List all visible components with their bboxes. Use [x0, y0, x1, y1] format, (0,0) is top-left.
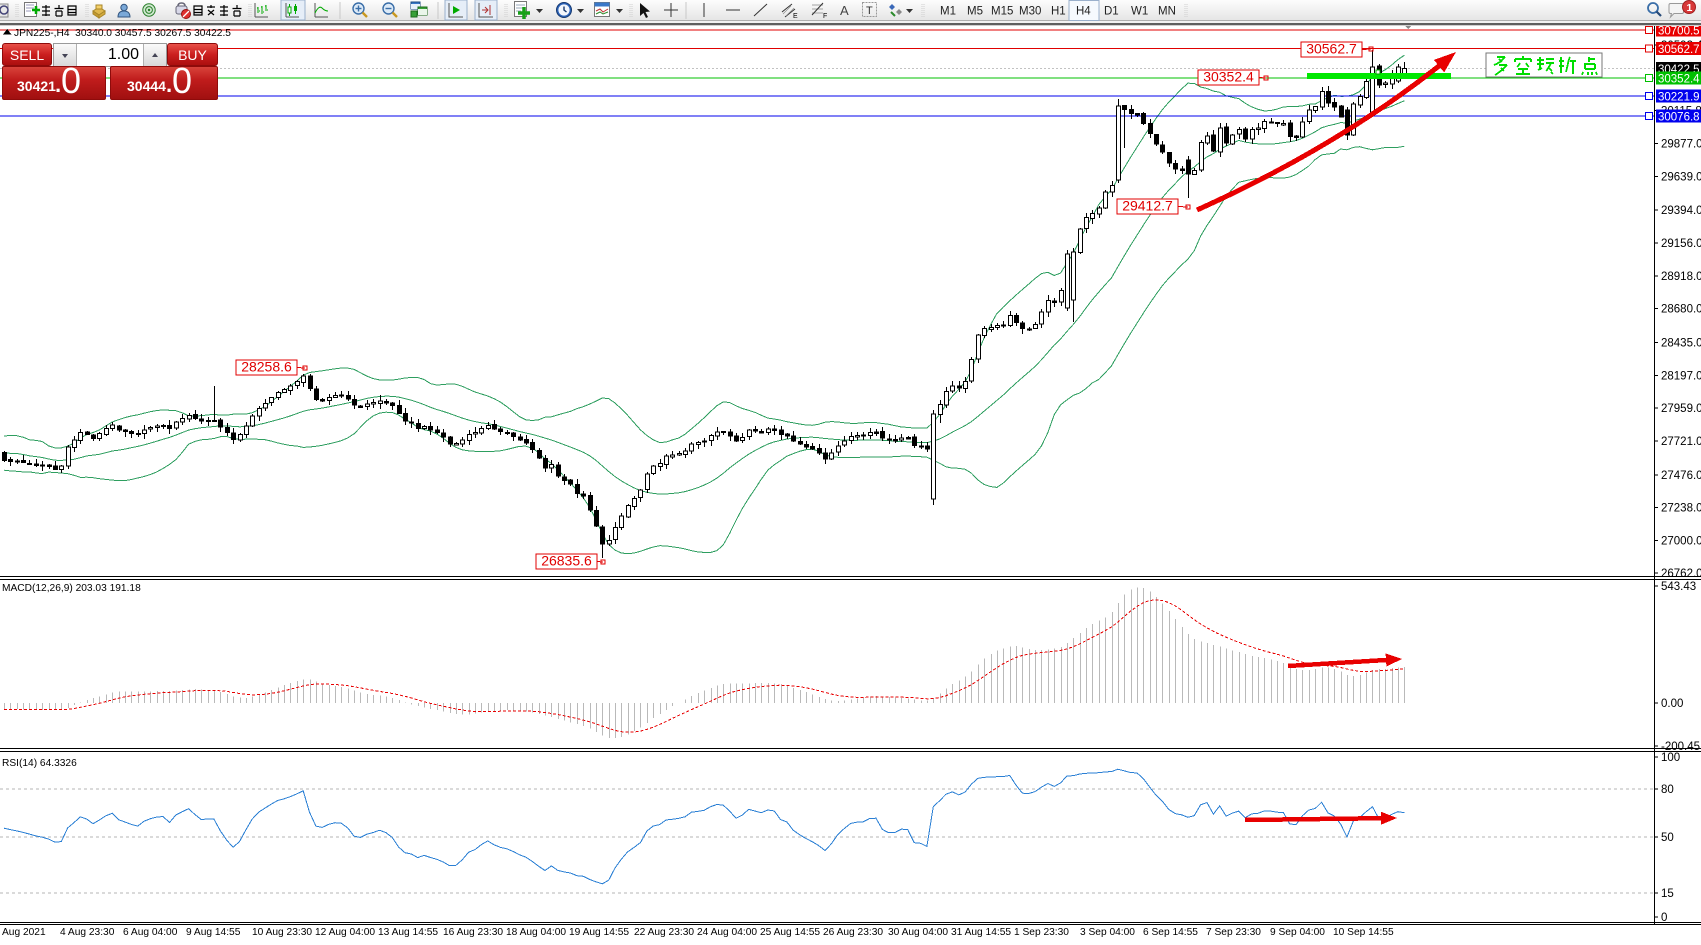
svg-text:F: F [823, 13, 827, 20]
svg-text:28918.0: 28918.0 [1661, 271, 1701, 283]
svg-text:27959.0: 27959.0 [1661, 403, 1701, 415]
svg-text:30352.4: 30352.4 [1658, 74, 1700, 86]
svg-text:50: 50 [1661, 832, 1674, 844]
svg-text:19 Aug 14:55: 19 Aug 14:55 [569, 927, 629, 938]
svg-text:30562.7: 30562.7 [1658, 44, 1700, 56]
svg-text:E: E [793, 13, 798, 20]
svg-text:RSI(14) 64.3326: RSI(14) 64.3326 [2, 758, 77, 769]
svg-text:28258.6: 28258.6 [241, 359, 292, 375]
svg-text:12 Aug 04:00: 12 Aug 04:00 [315, 927, 375, 938]
svg-text:28435.0: 28435.0 [1661, 338, 1701, 350]
svg-text:M30: M30 [1019, 6, 1041, 18]
svg-text:D1: D1 [1104, 6, 1119, 18]
svg-text:T: T [866, 5, 873, 17]
svg-text:543.43: 543.43 [1661, 581, 1696, 593]
svg-text:27238.0: 27238.0 [1661, 503, 1701, 515]
svg-text:0: 0 [1661, 912, 1667, 924]
svg-text:M15: M15 [991, 6, 1013, 18]
svg-text:H1: H1 [1051, 6, 1066, 18]
svg-text:1: 1 [1687, 2, 1693, 14]
svg-text:29412.7: 29412.7 [1122, 198, 1173, 214]
svg-text:26 Aug 23:30: 26 Aug 23:30 [823, 927, 883, 938]
svg-text:22 Aug 23:30: 22 Aug 23:30 [634, 927, 694, 938]
svg-text:M5: M5 [967, 6, 983, 18]
svg-text:10 Aug 23:30: 10 Aug 23:30 [252, 927, 312, 938]
svg-text:30352.4: 30352.4 [1203, 69, 1254, 85]
svg-text:29639.0: 29639.0 [1661, 171, 1701, 183]
svg-text:27000.0: 27000.0 [1661, 535, 1701, 547]
svg-text:JPN225-,H4 30340.0 30457.5 30: JPN225-,H4 30340.0 30457.5 30267.5 30422… [14, 28, 231, 39]
svg-text:26835.6: 26835.6 [541, 553, 592, 569]
svg-text:9 Aug 14:55: 9 Aug 14:55 [186, 927, 241, 938]
svg-text:6 Sep 14:55: 6 Sep 14:55 [1143, 927, 1198, 938]
svg-text:3 Sep 04:00: 3 Sep 04:00 [1080, 927, 1135, 938]
svg-text:27476.0: 27476.0 [1661, 470, 1701, 482]
svg-text:1 Sep 23:30: 1 Sep 23:30 [1014, 927, 1069, 938]
svg-text:MACD(12,26,9) 203.03 191.18: MACD(12,26,9) 203.03 191.18 [2, 583, 141, 594]
svg-text:W1: W1 [1131, 6, 1148, 18]
svg-text:16 Aug 23:30: 16 Aug 23:30 [443, 927, 503, 938]
svg-text:31 Aug 14:55: 31 Aug 14:55 [951, 927, 1011, 938]
svg-text:30562.7: 30562.7 [1306, 41, 1357, 57]
svg-text:H4: H4 [1076, 6, 1091, 18]
svg-text:4 Aug 23:30: 4 Aug 23:30 [60, 927, 115, 938]
svg-text:27721.0: 27721.0 [1661, 436, 1701, 448]
svg-text:100: 100 [1661, 752, 1680, 764]
svg-text:Aug 2021: Aug 2021 [2, 927, 46, 938]
svg-text:30076.8: 30076.8 [1658, 112, 1700, 124]
svg-text:30 Aug 04:00: 30 Aug 04:00 [888, 927, 948, 938]
svg-text:M1: M1 [940, 6, 956, 18]
svg-text:MN: MN [1158, 6, 1176, 18]
svg-text:0.00: 0.00 [1661, 698, 1683, 710]
svg-text:30221.9: 30221.9 [1658, 92, 1700, 104]
svg-text:29394.0: 29394.0 [1661, 205, 1701, 217]
svg-text:29156.0: 29156.0 [1661, 238, 1701, 250]
svg-text:26762.0: 26762.0 [1661, 568, 1701, 580]
svg-text:28680.0: 28680.0 [1661, 304, 1701, 316]
svg-text:15: 15 [1661, 888, 1674, 900]
svg-text:29877.0: 29877.0 [1661, 139, 1701, 151]
svg-text:7 Sep 23:30: 7 Sep 23:30 [1206, 927, 1261, 938]
svg-text:A: A [840, 3, 849, 18]
svg-text:10 Sep 14:55: 10 Sep 14:55 [1333, 927, 1394, 938]
svg-text:24 Aug 04:00: 24 Aug 04:00 [697, 927, 757, 938]
svg-text:28197.0: 28197.0 [1661, 370, 1701, 382]
svg-text:6 Aug 04:00: 6 Aug 04:00 [123, 927, 178, 938]
svg-text:13 Aug 14:55: 13 Aug 14:55 [378, 927, 438, 938]
svg-text:80: 80 [1661, 784, 1674, 796]
svg-text:25 Aug 14:55: 25 Aug 14:55 [760, 927, 820, 938]
svg-text:30700.5: 30700.5 [1658, 26, 1700, 38]
svg-text:9 Sep 04:00: 9 Sep 04:00 [1270, 927, 1325, 938]
svg-text:-200.45: -200.45 [1661, 741, 1700, 753]
svg-text:18 Aug 04:00: 18 Aug 04:00 [506, 927, 566, 938]
